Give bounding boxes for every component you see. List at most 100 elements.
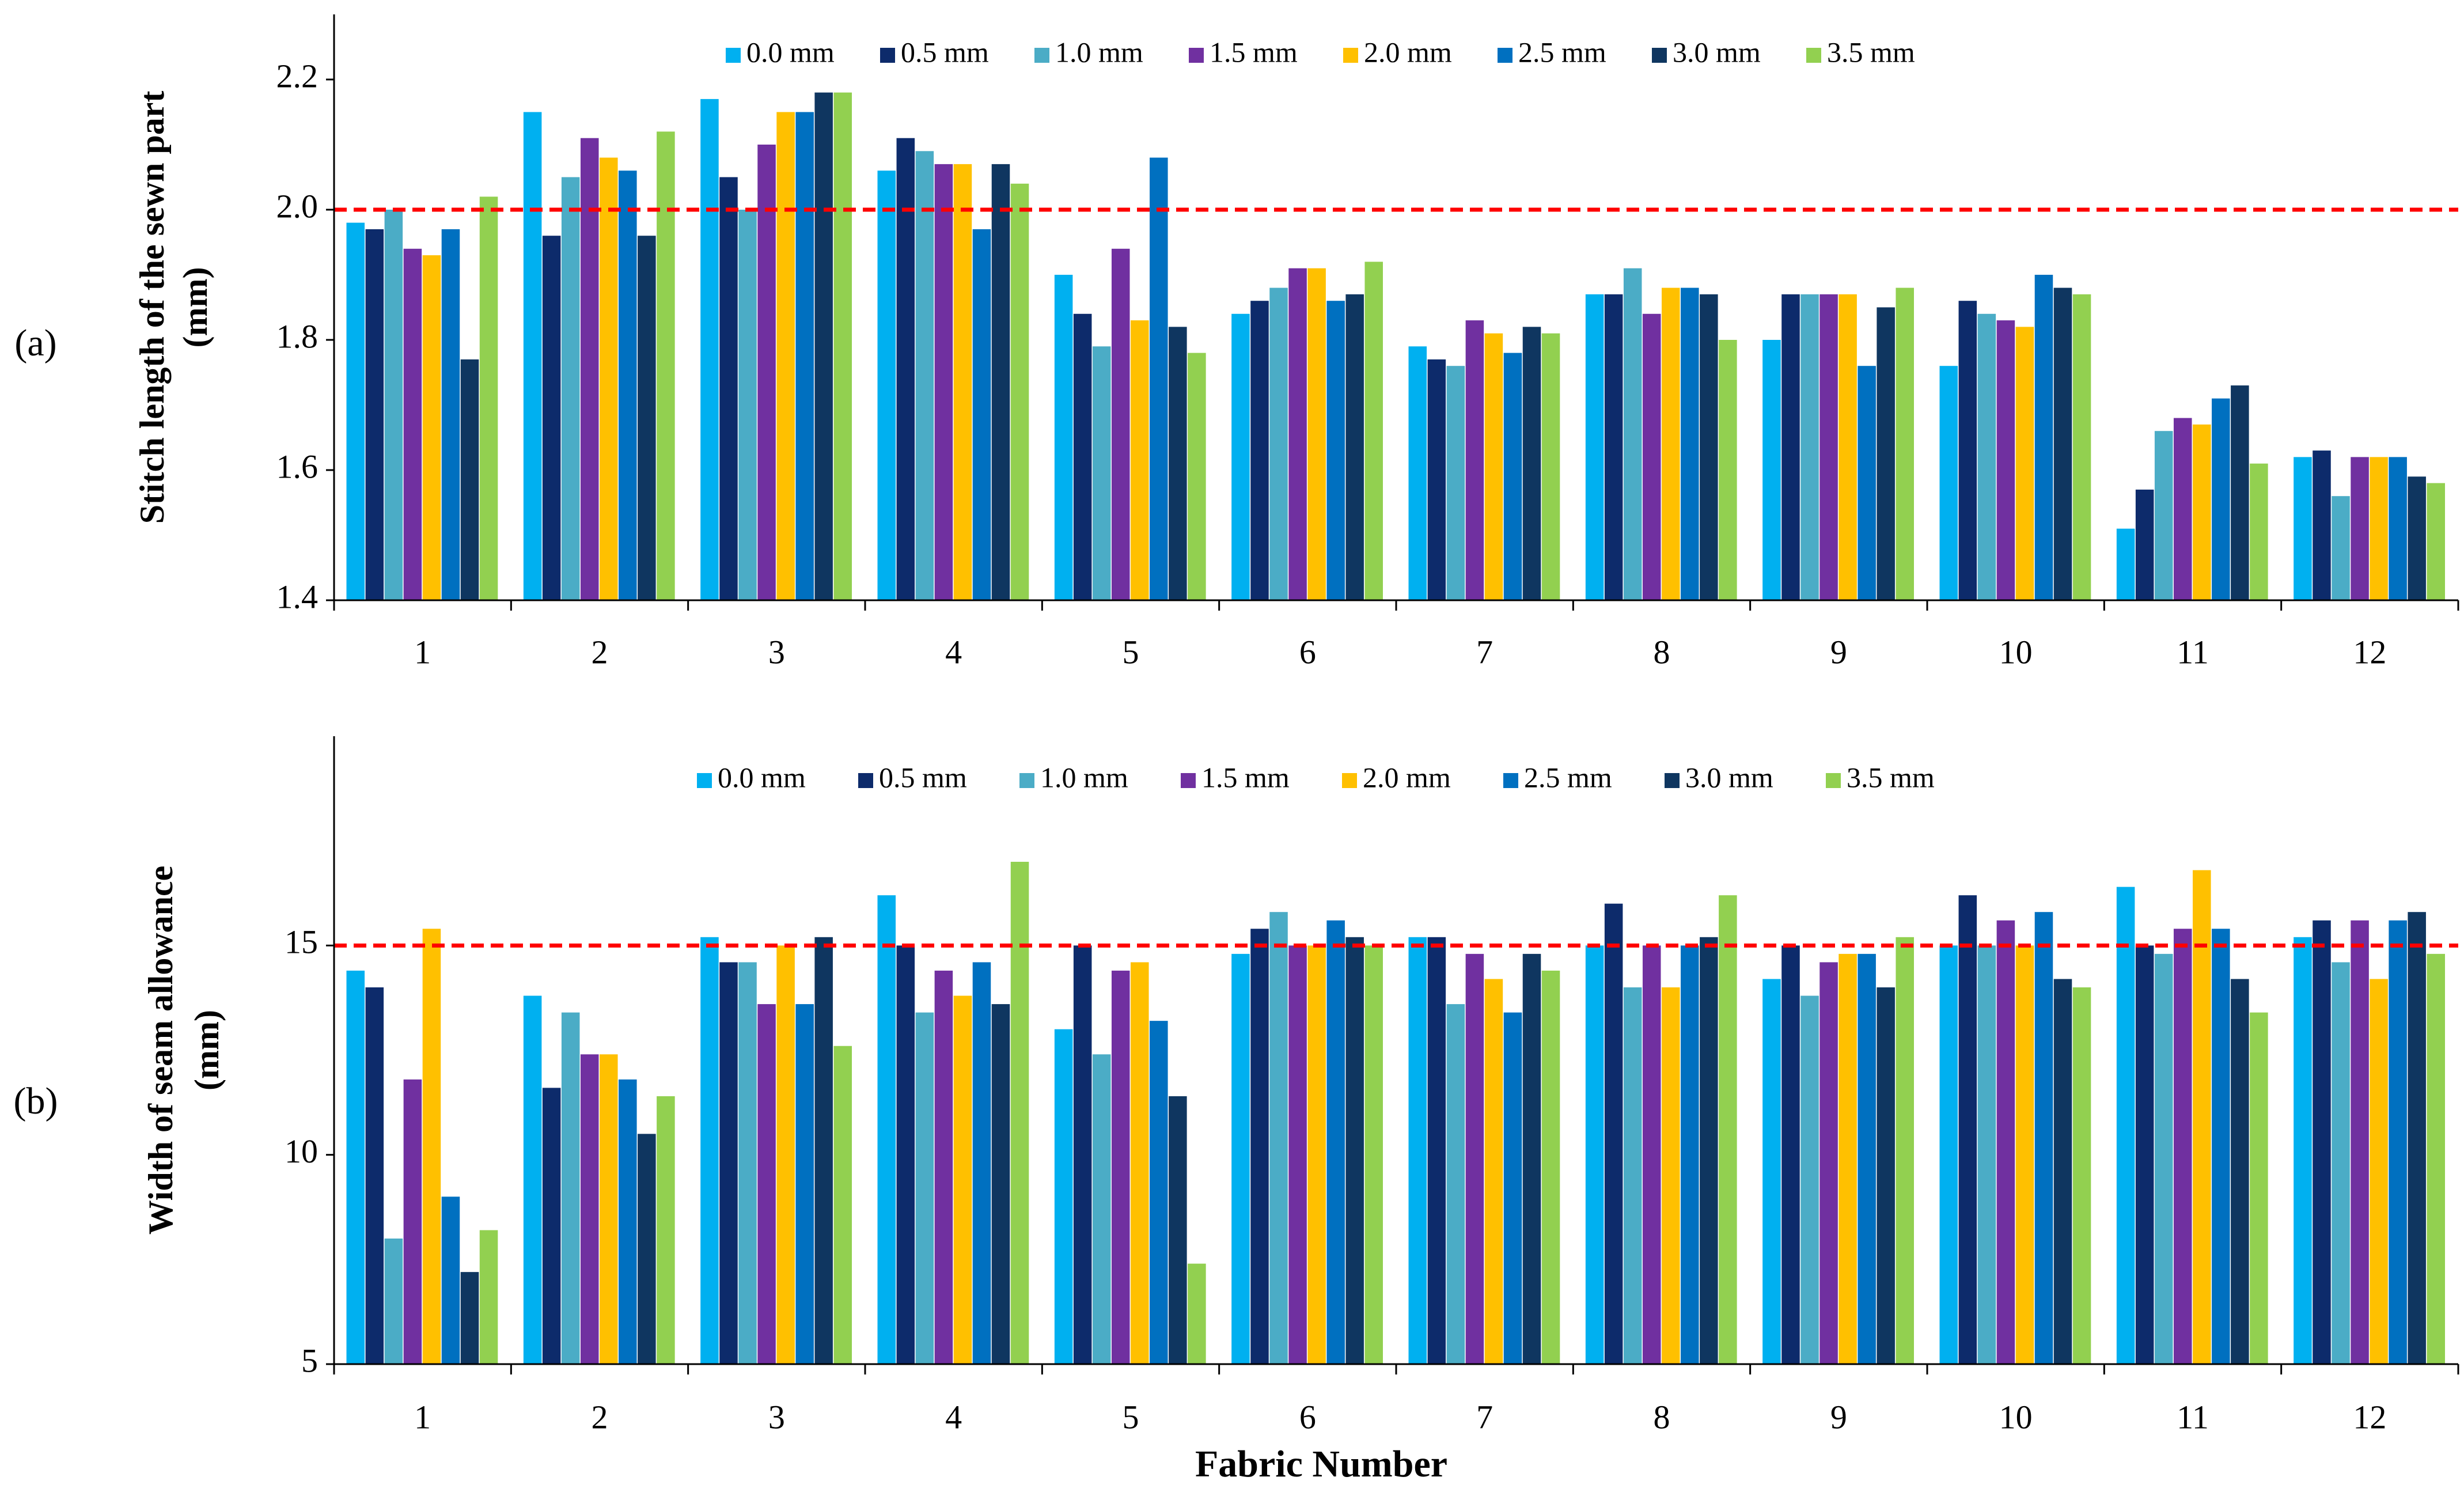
bar <box>2294 457 2312 600</box>
bar <box>1541 333 1560 600</box>
legend-label: 1.0 mm <box>1055 36 1143 68</box>
bar <box>1408 346 1427 600</box>
bar <box>1250 301 1269 600</box>
bar <box>2332 496 2350 600</box>
bar <box>972 229 991 600</box>
bar <box>776 945 795 1364</box>
bar <box>1364 945 1383 1364</box>
x-tick-label: 10 <box>1999 633 2033 671</box>
bar <box>2408 476 2426 600</box>
bar <box>1092 1054 1111 1364</box>
bar <box>523 995 542 1364</box>
legend-swatch <box>880 48 895 63</box>
bar <box>1054 275 1073 600</box>
bar <box>877 171 896 600</box>
bar <box>1781 294 1800 600</box>
bar <box>719 962 738 1364</box>
bar <box>991 1004 1010 1364</box>
y-tick-label: 1.4 <box>276 578 319 615</box>
bar <box>2034 275 2053 600</box>
bar <box>2193 424 2211 600</box>
legend-label: 1.0 mm <box>1040 761 1128 793</box>
bar <box>2332 962 2350 1364</box>
bar <box>896 138 915 600</box>
bar <box>1427 937 1446 1364</box>
x-tick-label: 12 <box>2353 1398 2386 1436</box>
bar <box>346 970 365 1364</box>
bar <box>1345 937 1364 1364</box>
bar <box>2212 929 2230 1364</box>
legend-label: 0.5 mm <box>901 36 989 68</box>
bar <box>896 945 915 1364</box>
bar <box>542 1088 561 1364</box>
bar <box>934 164 953 600</box>
bar <box>600 1054 618 1364</box>
legend-swatch <box>697 773 712 788</box>
x-tick-label: 1 <box>414 633 431 671</box>
bar <box>1719 340 1737 600</box>
bar <box>403 248 422 600</box>
y-tick-label: 1.8 <box>276 317 319 355</box>
bar <box>1092 346 1111 600</box>
bar <box>2231 385 2249 600</box>
y-tick-label: 1.6 <box>276 448 319 485</box>
y-tick-label: 10 <box>285 1133 318 1170</box>
legend-label: 2.5 mm <box>1518 36 1606 68</box>
bar <box>1465 953 1484 1364</box>
x-tick-label: 10 <box>1999 1398 2033 1436</box>
y-tick-label: 2.2 <box>276 57 319 94</box>
bar <box>384 210 403 600</box>
bar <box>1662 287 1680 601</box>
bar <box>915 151 934 600</box>
bar <box>2389 457 2407 600</box>
x-tick-label: 3 <box>768 633 785 671</box>
bar <box>1623 268 1642 600</box>
legend-label: 1.5 mm <box>1210 36 1298 68</box>
x-tick-label: 6 <box>1299 1398 1316 1436</box>
bar <box>1604 903 1623 1364</box>
bar <box>1231 953 1250 1364</box>
bar <box>738 210 757 600</box>
x-tick-label: 6 <box>1299 633 1316 671</box>
bar <box>2351 920 2369 1364</box>
bar <box>657 1096 675 1364</box>
bar <box>700 99 719 600</box>
bar <box>523 112 542 600</box>
bar <box>1307 945 1326 1364</box>
bar <box>2173 418 2192 600</box>
legend-label: 0.0 mm <box>746 36 835 68</box>
bar <box>2313 920 2331 1364</box>
legend-swatch <box>1665 773 1680 788</box>
bar <box>1408 937 1427 1364</box>
bar <box>2231 979 2249 1364</box>
bar <box>619 1079 637 1364</box>
bar <box>877 895 896 1364</box>
bar <box>1288 268 1307 600</box>
bar <box>1503 353 1522 600</box>
bar <box>441 229 460 600</box>
legend-label: 3.0 mm <box>1673 36 1761 68</box>
bar <box>1326 301 1345 600</box>
bar <box>2173 929 2192 1364</box>
legend-label: 2.5 mm <box>1524 761 1612 793</box>
bar <box>2370 457 2388 600</box>
bar <box>2053 287 2072 601</box>
legend-label: 2.0 mm <box>1363 761 1451 793</box>
bar <box>580 138 599 600</box>
bar <box>1877 987 1895 1364</box>
bar <box>1111 248 1130 600</box>
legend-swatch <box>1498 48 1512 63</box>
legend-swatch <box>1019 773 1034 788</box>
bar <box>422 255 441 601</box>
bar <box>1054 1029 1073 1364</box>
bar <box>795 112 814 600</box>
bar <box>738 962 757 1364</box>
legend-swatch <box>1652 48 1667 63</box>
bar <box>2135 945 2154 1364</box>
bar <box>403 1079 422 1364</box>
bar <box>542 236 561 600</box>
bar <box>1977 945 1996 1364</box>
bar <box>1719 895 1737 1364</box>
bar <box>1073 945 1092 1364</box>
